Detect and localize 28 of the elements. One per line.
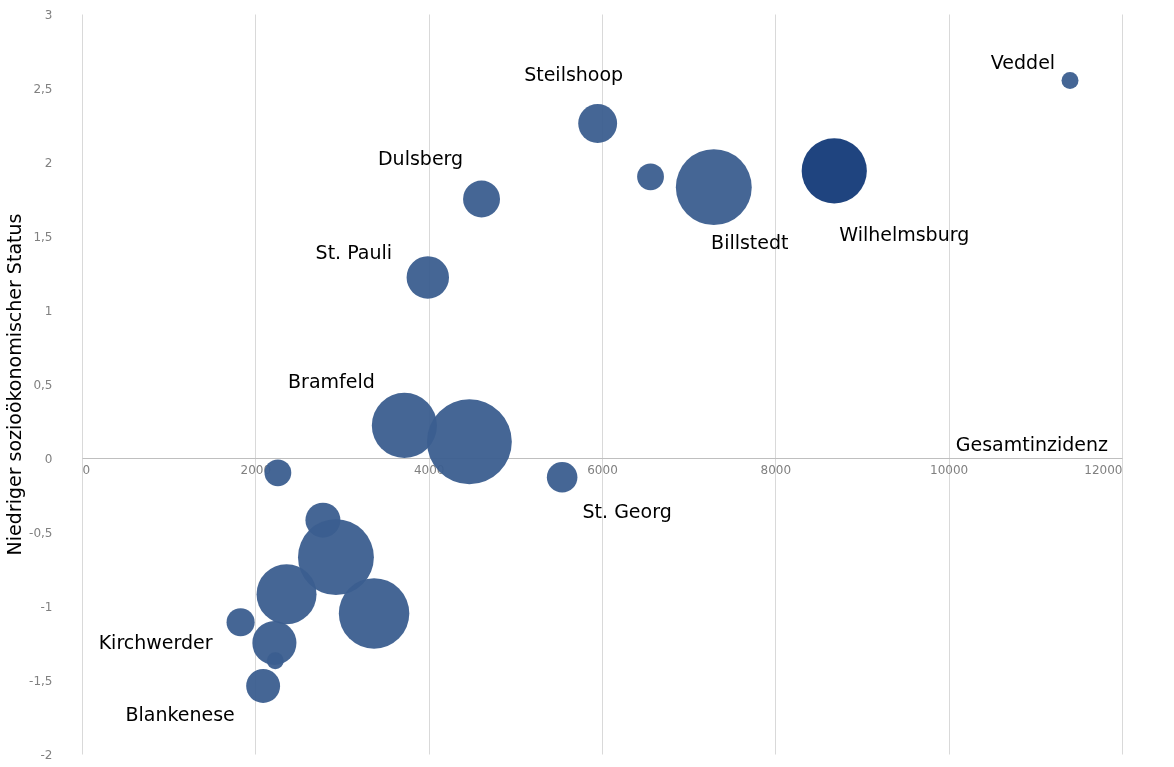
y-tick-label: -1 (40, 599, 53, 614)
y-tick-label: 2 (44, 155, 53, 170)
x-axis-title: Gesamtinzidenz (955, 433, 1109, 455)
y-tick-label: 3 (44, 7, 53, 22)
annotation: Wilhelmsburg (839, 222, 970, 245)
y-axis-title: Niedriger sozioökonomischer Status (3, 213, 26, 556)
y-tick-label: -1,5 (29, 673, 53, 688)
annotation: Steilshoop (524, 62, 624, 85)
annotation: St. Georg (582, 500, 672, 523)
annotation: St. Pauli (315, 241, 393, 264)
annotation: Dulsberg (377, 147, 464, 169)
x-tick-label: 8000 (760, 462, 792, 477)
x-tick-label: 12000 (1084, 462, 1123, 477)
annotation: Veddel (990, 50, 1056, 73)
annotation: Billstedt (711, 231, 789, 254)
x-tick-label: 10000 (930, 462, 969, 477)
y-tick-label: 1,5 (33, 229, 53, 244)
y-tick-label: 1 (44, 303, 53, 318)
annotation: Blankenese (125, 702, 235, 725)
y-tick-label: 0 (44, 451, 53, 466)
annotation: Bramfeld (288, 370, 375, 393)
y-tick-label: -0,5 (29, 525, 53, 540)
y-tick-label: 0,5 (33, 377, 53, 392)
x-tick-label: 0 (82, 462, 91, 477)
x-tick-label: 6000 (587, 462, 618, 477)
annotation: Kirchwerder (98, 631, 213, 654)
y-tick-label: -2 (40, 747, 53, 762)
y-tick-label: 2,5 (33, 81, 53, 96)
